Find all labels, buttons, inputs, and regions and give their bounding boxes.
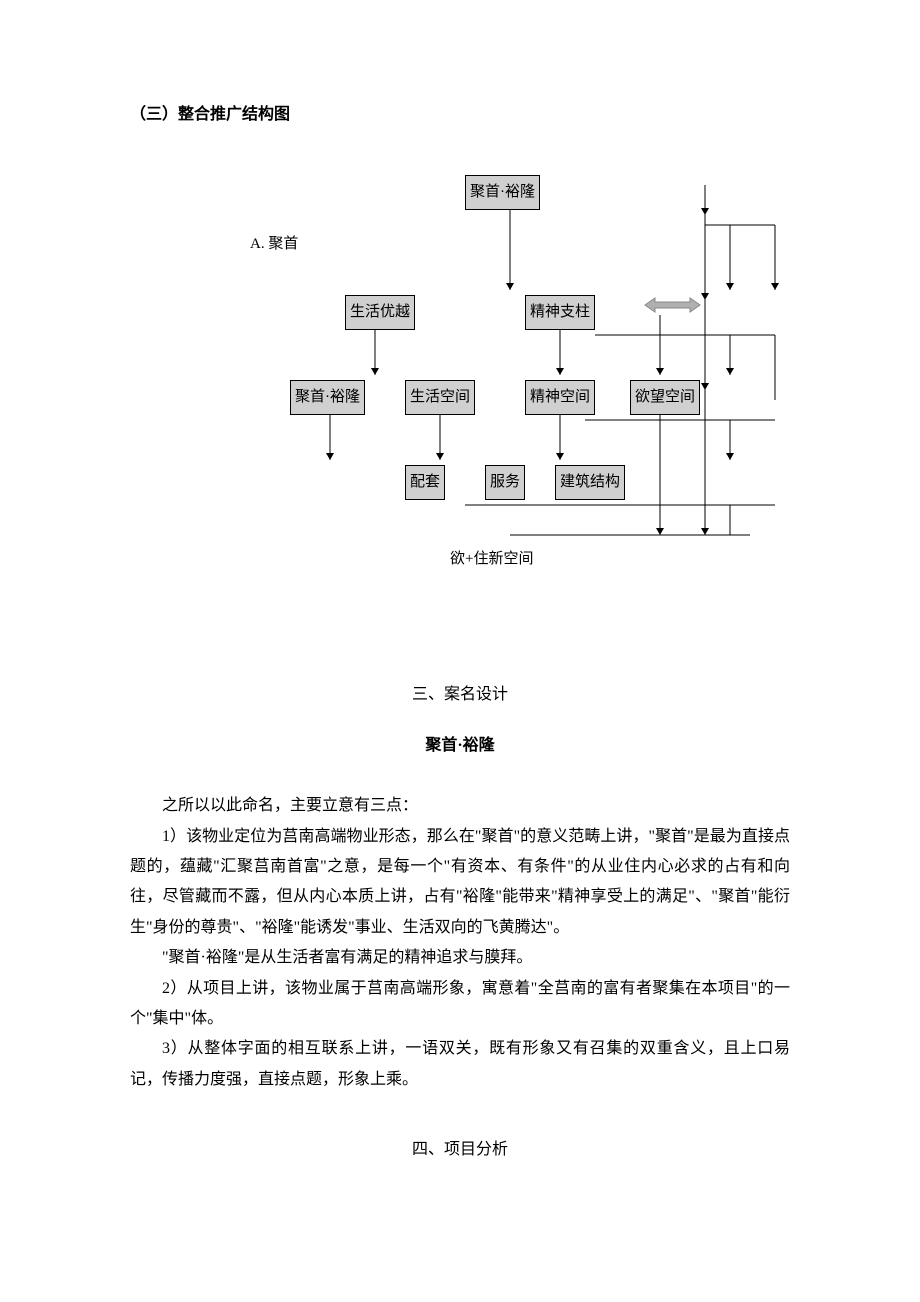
para-3: 3）从整体字面的相互联系上讲，一语双关，既有形象又有召集的双重含义，且上口易记，… (130, 1034, 790, 1095)
diagram-node-l4c: 建筑结构 (555, 465, 625, 500)
diagram-node-l3d: 欲望空间 (630, 380, 700, 415)
diagram-node-l2b: 精神支柱 (525, 295, 595, 330)
diagram-node-bot: 欲+住新空间 (450, 545, 533, 574)
section3-subtitle: 聚首·裕隆 (130, 731, 790, 761)
section3-title: 三、案名设计 (130, 680, 790, 710)
diagram-svg (130, 140, 790, 570)
section4-title: 四、项目分析 (130, 1135, 790, 1165)
diagram-node-l4a: 配套 (405, 465, 445, 500)
para-2: 2）从项目上讲，该物业属于莒南高端形象，寓意着"全莒南的富有者聚集在本项目"的一… (130, 974, 790, 1035)
diagram-node-l3a: 聚首·裕隆 (290, 380, 365, 415)
diagram-node-a_label: A. 聚首 (250, 230, 298, 259)
diagram-node-top: 聚首·裕隆 (465, 175, 540, 210)
diagram-node-l3c: 精神空间 (525, 380, 595, 415)
para-intro: 之所以以此命名，主要立意有三点： (130, 791, 790, 821)
diagram-node-l2a: 生活优越 (345, 295, 415, 330)
heading-three: （三）整合推广结构图 (130, 100, 790, 130)
diagram-node-l3b: 生活空间 (405, 380, 475, 415)
diagram-node-l4b: 服务 (485, 465, 525, 500)
para-1: 1）该物业定位为莒南高端物业形态，那么在"聚首"的意义范畴上讲，"聚首"是最为直… (130, 822, 790, 944)
structure-diagram: 聚首·裕隆A. 聚首生活优越精神支柱聚首·裕隆生活空间精神空间欲望空间配套服务建… (130, 140, 790, 570)
para-quote: "聚首·裕隆"是从生活者富有满足的精神追求与膜拜。 (130, 943, 790, 973)
